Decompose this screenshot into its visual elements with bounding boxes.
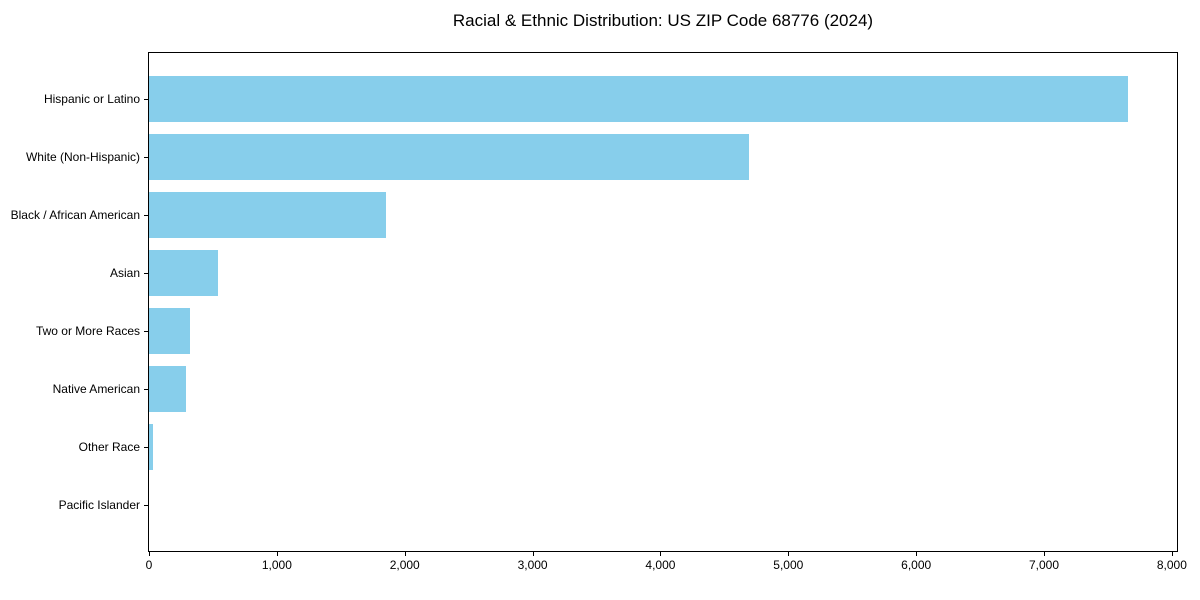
x-tick-mark [660, 552, 662, 556]
y-tick-label: Asian [109, 265, 140, 280]
x-tick-mark [276, 552, 278, 556]
bar-two-or-more-races [149, 307, 190, 355]
y-tick-mark [144, 156, 148, 158]
x-tick-label: 1,000 [261, 558, 292, 572]
y-tick-mark [144, 505, 148, 507]
bar-asian [149, 249, 219, 297]
x-tick-mark [788, 552, 790, 556]
x-tick-mark [404, 552, 406, 556]
y-tick-label: White (Non-Hispanic) [25, 149, 140, 164]
x-tick-label: 6,000 [901, 558, 932, 572]
y-tick-label: Native American [52, 382, 140, 397]
y-tick-mark [144, 98, 148, 100]
bar-hispanic-or-latino [149, 75, 1129, 123]
x-tick-mark [916, 552, 918, 556]
y-tick-mark [144, 214, 148, 216]
x-tick-label: 8,000 [1156, 558, 1187, 572]
bar-other-race [149, 423, 154, 471]
y-tick-label: Two or More Races [35, 324, 140, 339]
plot-area [144, 52, 1178, 556]
x-tick-mark [1044, 552, 1046, 556]
chart-title: Racial & Ethnic Distribution: US ZIP Cod… [452, 11, 874, 30]
bar-white-non-hispanic [149, 133, 749, 181]
y-tick-mark [144, 447, 148, 449]
x-tick-mark [532, 552, 534, 556]
x-tick-label: 2,000 [389, 558, 420, 572]
x-tick-label: 0 [145, 558, 153, 572]
x-tick-label: 5,000 [773, 558, 804, 572]
x-tick-mark [1171, 552, 1173, 556]
x-tick-label: 3,000 [517, 558, 548, 572]
y-tick-label: Pacific Islander [58, 498, 140, 513]
y-tick-label: Black / African American [10, 207, 140, 222]
x-tick-label: 7,000 [1029, 558, 1060, 572]
y-tick-mark [144, 272, 148, 274]
x-tick-mark [149, 552, 150, 556]
x-tick-label: 4,000 [645, 558, 676, 572]
y-tick-label: Hispanic or Latino [43, 91, 140, 106]
bar-black-african-american [149, 191, 386, 239]
y-tick-mark [144, 331, 148, 333]
y-tick-label: Other Race [78, 440, 140, 455]
y-tick-mark [144, 389, 148, 391]
bar-native-american [149, 365, 187, 413]
